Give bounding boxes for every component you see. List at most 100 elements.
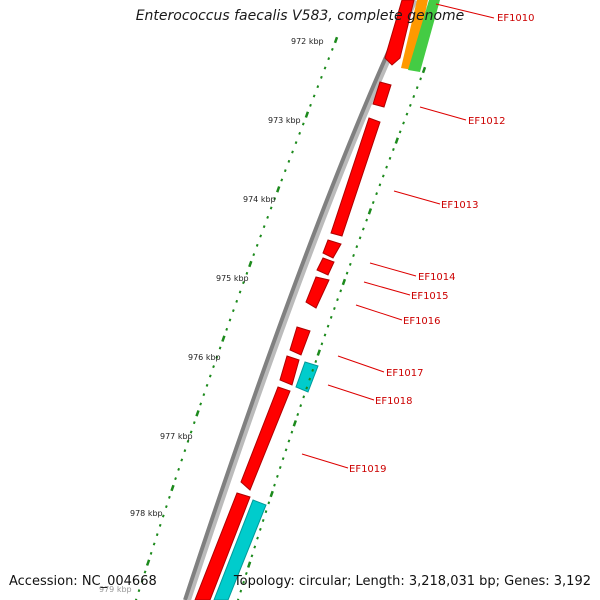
minor-tick-mark [134,598,138,600]
minor-tick-mark [309,103,312,107]
minor-tick-mark [180,458,184,462]
minor-tick-mark [225,327,229,331]
minor-tick-mark [308,377,312,381]
minor-tick-mark [262,225,266,229]
kbp-label: 977 kbp [160,432,193,441]
major-tick-mark [292,420,297,427]
minor-tick-mark [287,439,291,443]
gene-red-long-arrow[interactable] [194,492,251,600]
gene-EF1013-arrow[interactable] [330,117,381,237]
minor-tick-mark [412,94,416,99]
gene-label-EF1014[interactable]: EF1014 [418,272,456,283]
minor-tick-mark [155,533,159,537]
minor-tick-mark [296,412,300,417]
minor-tick-mark [281,457,285,461]
minor-tick-mark [236,598,240,600]
leader-EF1019 [301,453,349,469]
minor-tick-mark [352,253,355,258]
minor-tick-mark [231,309,235,313]
major-tick-mark [421,66,427,74]
gene-EF1017-arrow[interactable] [289,326,311,356]
minor-tick-mark [323,333,327,337]
minor-tick-mark [266,215,270,219]
gene-EF1019-arrow[interactable] [240,386,291,491]
minor-tick-mark [305,386,309,390]
minor-tick-mark [242,281,245,285]
minor-tick-mark [212,365,215,369]
backbone-line [183,0,414,600]
major-tick-mark [367,208,373,215]
minor-tick-mark [392,147,395,152]
gene-EF1015-arrow[interactable] [316,257,335,276]
minor-tick-mark [408,103,412,107]
minor-tick-mark [333,306,336,311]
major-tick-mark [333,36,339,44]
minor-tick-mark [326,324,330,328]
major-tick-mark [221,335,226,342]
gene-EF1016-arrow[interactable] [305,276,330,309]
minor-tick-mark [261,518,265,523]
minor-tick-mark [140,579,144,583]
leader-EF1012 [419,106,467,121]
minor-tick-mark [264,510,268,514]
minor-tick-mark [330,47,334,51]
kbp-tick-marks [134,36,339,600]
major-tick-mark [269,490,274,498]
minor-tick-mark [161,514,165,518]
minor-tick-mark [215,355,219,359]
minor-tick-mark [238,290,242,294]
major-tick-mark [316,349,321,356]
minor-tick-mark [245,271,249,275]
minor-tick-mark [381,174,385,178]
major-tick-mark [145,559,151,566]
kbp-label: 972 kbp [291,37,324,46]
gene-label-EF1013[interactable]: EF1013 [441,200,479,211]
minor-tick-mark [218,346,222,350]
minor-tick-mark [228,318,232,322]
minor-tick-mark [323,66,327,70]
minor-tick-mark [192,421,196,425]
leader-EF1016 [355,304,403,321]
gene-red-small-arrow[interactable] [279,355,300,386]
minor-tick-mark [189,430,193,434]
gene-green-stripe [408,0,440,72]
minor-tick-mark [205,383,209,387]
gene-features [194,0,415,600]
minor-tick-mark [290,430,294,434]
gene-EF1012-arrow[interactable] [372,81,392,108]
minor-tick-mark [267,501,271,505]
gene-label-EF1018[interactable]: EF1018 [375,396,413,407]
minor-tick-mark [273,197,277,201]
major-tick-mark [394,137,399,144]
minor-tick-mark [239,589,243,593]
minor-tick-mark [361,227,365,231]
gene-label-EF1012[interactable]: EF1012 [468,116,506,127]
minor-tick-mark [348,262,352,266]
gene-label-EF1019[interactable]: EF1019 [349,464,387,475]
gene-label-EF1010[interactable]: EF1010 [497,13,535,24]
minor-tick-mark [168,495,171,499]
minor-tick-mark [299,404,303,408]
minor-tick-mark [329,315,333,319]
major-tick-mark [304,111,310,118]
minor-tick-mark [316,85,320,89]
minor-tick-mark [402,121,405,125]
minor-tick-mark [208,374,212,378]
minor-tick-mark [385,165,388,169]
minor-tick-mark [152,542,156,546]
minor-tick-mark [199,402,203,406]
gene-label-EF1015[interactable]: EF1015 [411,291,449,302]
accession-label: Accession: NC_004668 [9,574,157,589]
gene-cyan-long-arrow[interactable] [213,499,267,600]
major-tick-mark [195,410,200,417]
minor-tick-mark [183,449,187,453]
gene-EF1010-arrow[interactable] [384,0,415,66]
leader-EF1013 [393,190,441,205]
gene-EF1014-arrow[interactable] [322,239,342,259]
minor-tick-mark [276,474,279,478]
leader-EF1014 [369,262,417,277]
gene-label-EF1017[interactable]: EF1017 [386,368,424,379]
gene-label-EF1016[interactable]: EF1016 [403,316,441,327]
minor-tick-mark [235,299,239,303]
